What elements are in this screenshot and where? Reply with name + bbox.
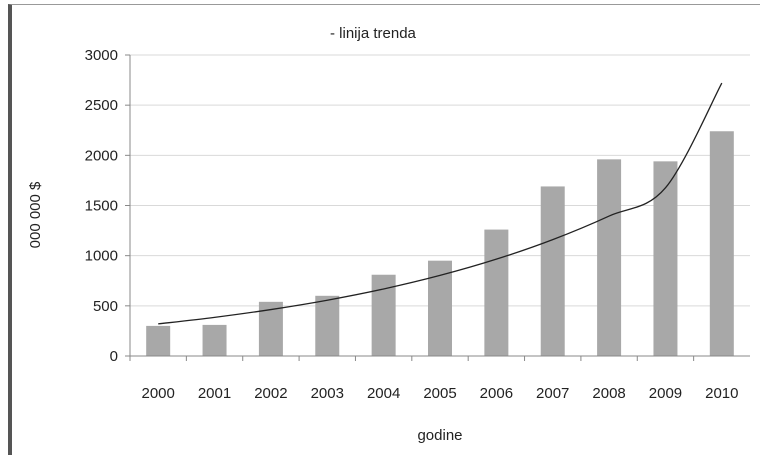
x-axis-ticks: 2000 2001 2002 2003 2004 2005 2006 2007 2008 2009… [129,356,739,402]
y-tick-label: 3000 [85,47,118,64]
x-tick-label: 2006 [480,385,513,402]
x-tick-label: 2003 [311,385,344,402]
bar-2001 [202,324,227,356]
bar-2010 [709,131,734,356]
x-tick-label: 2007 [536,385,569,402]
bar-2009 [653,161,678,356]
x-tick-label: 2008 [592,385,625,402]
x-tick-label: 2010 [705,385,738,402]
x-axis-title: godine [417,427,462,444]
y-tick-label: 1000 [85,248,118,265]
y-tick-label: 2500 [85,97,118,114]
y-tick-label: 2000 [85,147,118,164]
trend-legend: - linija trenda [330,25,417,42]
y-tick-label: 1500 [85,198,118,215]
y-axis-title: 000 000 $ [27,181,44,248]
x-tick-label: 2004 [367,385,400,402]
x-tick-label: 2002 [254,385,287,402]
bar-2007 [540,186,565,356]
y-tick-label: 0 [110,348,118,365]
x-tick-label: 2009 [649,385,682,402]
y-axis-ticks: 0 500 1000 1500 2000 2500 3000 [85,47,130,365]
bar-2000 [146,325,171,356]
y-tick-label: 500 [93,298,118,315]
bar-2005 [428,260,452,356]
chart-frame [8,4,760,455]
x-tick-label: 2000 [141,385,174,402]
bar-2003 [315,295,340,356]
x-tick-label: 2001 [198,385,231,402]
bars [146,131,734,356]
bar-2004 [371,274,396,356]
x-tick-label: 2005 [423,385,456,402]
bar-2008 [597,159,622,356]
bar-2006 [484,229,509,356]
trend-line [158,82,723,325]
